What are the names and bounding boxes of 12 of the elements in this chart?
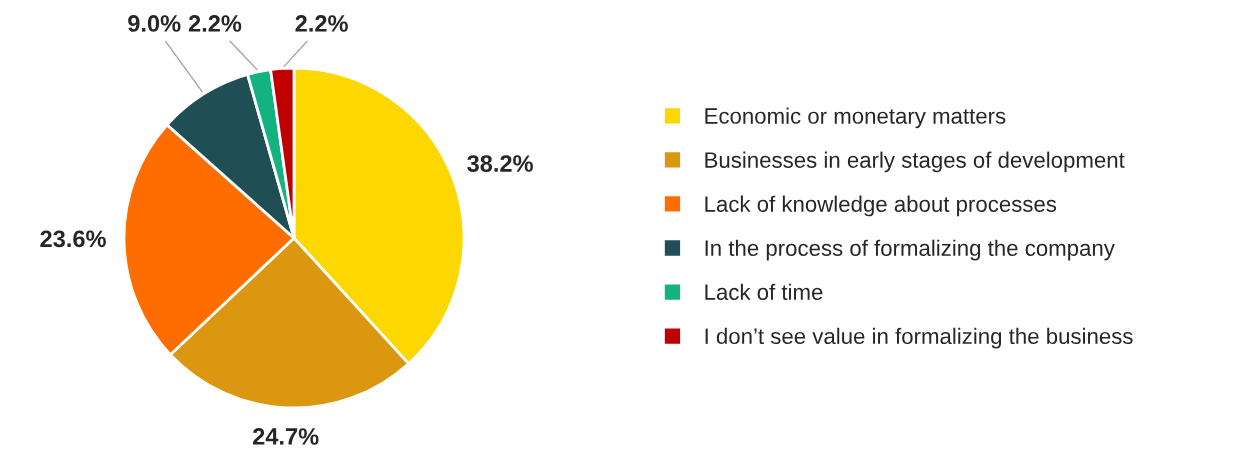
legend-label: Lack of time [705,283,823,301]
data-label: 24.7% [253,428,319,445]
data-label: 2.2% [188,15,242,32]
legend-label: Economic or monetary matters [705,107,1006,129]
legend-label: In the process of formalizing the company [705,239,1115,261]
legend-label: Businesses in early stages of development [705,151,1125,173]
data-label: 9.0% [128,15,181,32]
data-label: 38.2% [467,155,533,172]
data-label: 23.6% [40,230,106,248]
legend-label: Lack of knowledge about processes [705,195,1057,217]
data-label: 2.2% [295,15,348,32]
legend-label: I don’t see value in formalizing the business [705,327,1133,349]
